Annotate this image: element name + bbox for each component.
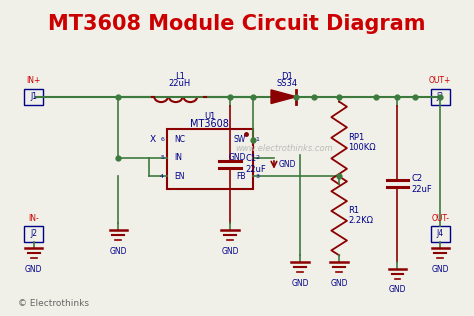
Text: OUT-: OUT- — [431, 214, 449, 223]
Text: IN: IN — [174, 154, 182, 162]
Text: C2: C2 — [411, 174, 422, 183]
Text: 3: 3 — [255, 174, 259, 179]
Text: 1: 1 — [255, 137, 259, 142]
Text: 6: 6 — [160, 137, 164, 142]
Text: SS34: SS34 — [276, 79, 297, 88]
Text: 22uF: 22uF — [411, 185, 432, 194]
Bar — [24, 89, 44, 105]
Text: GND: GND — [389, 285, 406, 295]
Text: GND: GND — [109, 246, 127, 256]
Text: GND: GND — [431, 265, 449, 274]
Text: RP1: RP1 — [348, 133, 364, 142]
Text: 22uH: 22uH — [168, 79, 191, 88]
Bar — [430, 89, 450, 105]
Text: L1: L1 — [175, 72, 184, 81]
Text: 4: 4 — [160, 174, 164, 179]
Text: GND: GND — [292, 279, 309, 288]
Text: www.electrothinks.com: www.electrothinks.com — [235, 144, 333, 153]
Text: D1: D1 — [281, 72, 292, 81]
Text: GND: GND — [25, 265, 43, 274]
Text: J4: J4 — [437, 229, 444, 238]
Text: 2: 2 — [255, 155, 259, 161]
Text: 5: 5 — [160, 155, 164, 161]
Text: J3: J3 — [437, 92, 444, 101]
Text: OUT+: OUT+ — [429, 76, 452, 85]
Text: FB: FB — [236, 172, 246, 181]
Text: SW: SW — [234, 135, 246, 144]
Text: NC: NC — [174, 135, 185, 144]
Text: © Electrothinks: © Electrothinks — [18, 299, 89, 308]
Text: J1: J1 — [30, 92, 37, 101]
Text: IN+: IN+ — [27, 76, 41, 85]
Text: 100KΩ: 100KΩ — [348, 143, 375, 152]
Bar — [430, 226, 450, 242]
Text: GND: GND — [228, 154, 246, 162]
Polygon shape — [271, 90, 296, 104]
Text: U1: U1 — [204, 112, 216, 121]
Text: GND: GND — [330, 279, 348, 288]
Text: MT3608: MT3608 — [191, 119, 229, 129]
Text: GND: GND — [279, 160, 296, 169]
Bar — [167, 129, 253, 189]
Bar — [24, 226, 44, 242]
Text: R1: R1 — [348, 205, 359, 215]
Text: 2.2KΩ: 2.2KΩ — [348, 216, 373, 225]
Text: IN-: IN- — [28, 214, 39, 223]
Text: MT3608 Module Circuit Diagram: MT3608 Module Circuit Diagram — [48, 14, 426, 34]
Text: J2: J2 — [30, 229, 37, 238]
Text: EN: EN — [174, 172, 184, 181]
Text: X: X — [149, 135, 155, 144]
Text: GND: GND — [221, 246, 239, 256]
Text: C1: C1 — [246, 155, 257, 163]
Text: 22uF: 22uF — [246, 165, 266, 174]
